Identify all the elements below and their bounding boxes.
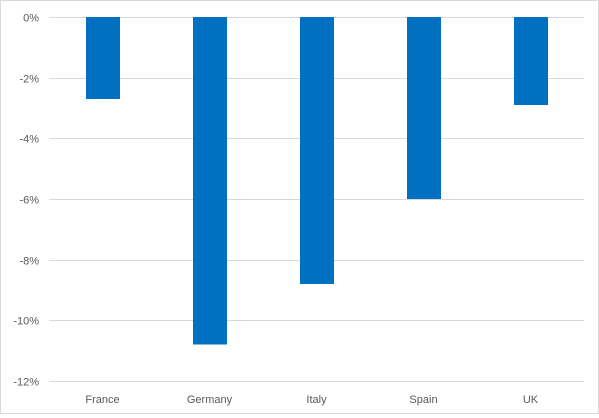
y-tick-label: 0%: [23, 13, 39, 25]
y-axis-ticks: 0% -2% -4% -6% -8% -10% -12%: [13, 13, 39, 389]
y-tick-label: -10%: [13, 316, 39, 328]
bar-france: [86, 17, 120, 99]
y-tick-label: -12%: [13, 377, 39, 389]
x-tick-label: Germany: [187, 394, 233, 406]
bar-spain: [407, 17, 441, 199]
bar-germany: [193, 17, 227, 345]
bars: [86, 17, 548, 345]
bar-uk: [514, 17, 548, 105]
x-tick-label: Spain: [409, 394, 437, 406]
y-tick-label: -2%: [19, 74, 39, 86]
x-axis-ticks: France Germany Italy Spain UK: [85, 394, 538, 406]
y-tick-label: -8%: [19, 256, 39, 268]
y-tick-label: -4%: [19, 134, 39, 146]
x-tick-label: France: [85, 394, 119, 406]
y-tick-label: -6%: [19, 195, 39, 207]
x-tick-label: UK: [523, 394, 539, 406]
bar-italy: [300, 17, 334, 284]
x-tick-label: Italy: [306, 394, 327, 406]
